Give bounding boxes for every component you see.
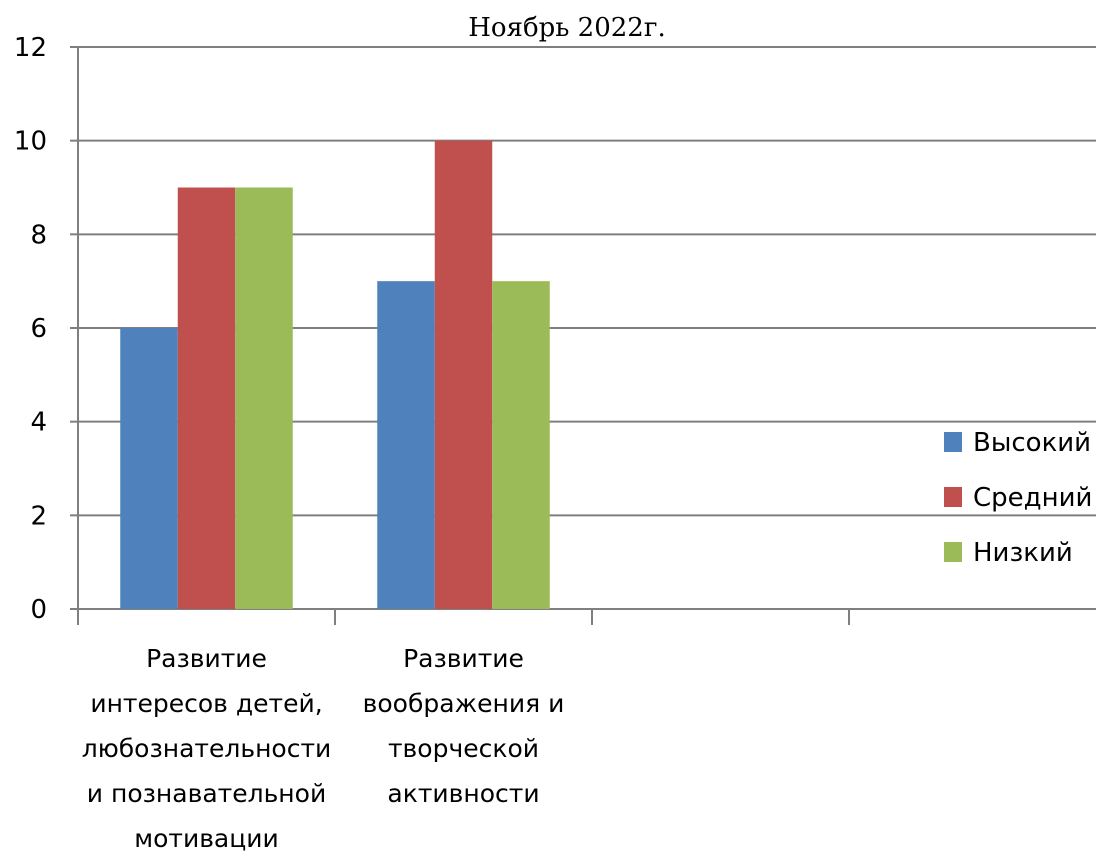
y-tick-label: 4 (30, 408, 47, 438)
x-tick-label: Развитие воображения и творческой активност… (363, 644, 565, 808)
y-tick-label: 8 (30, 220, 47, 250)
legend-swatch (944, 432, 962, 452)
bar (377, 281, 435, 609)
bar (120, 328, 178, 609)
bars (120, 140, 550, 609)
y-tick-label: 10 (14, 127, 47, 157)
y-tick-label: 6 (30, 314, 47, 344)
legend-label: Средний (973, 483, 1092, 513)
legend-swatch (944, 542, 962, 562)
legend-label: Низкий (973, 538, 1073, 568)
legend: Высокий Средний Низкий (944, 428, 1092, 568)
bar (235, 187, 293, 609)
bar (177, 187, 236, 609)
legend-label: Высокий (973, 428, 1091, 458)
bar (492, 281, 550, 609)
chart-title: Ноябрь 2022г. (468, 13, 666, 43)
y-tick-label: 12 (14, 33, 47, 63)
y-tick-label: 0 (30, 595, 47, 625)
tick-labels: 0 2 4 6 8 10 12 Развитие интересов детей, любозна… (14, 33, 565, 853)
y-tick-label: 2 (30, 501, 47, 531)
legend-swatch (944, 487, 962, 507)
x-tick-label: Развитие интересов детей, любознательности… (82, 644, 332, 853)
bar (434, 140, 493, 609)
